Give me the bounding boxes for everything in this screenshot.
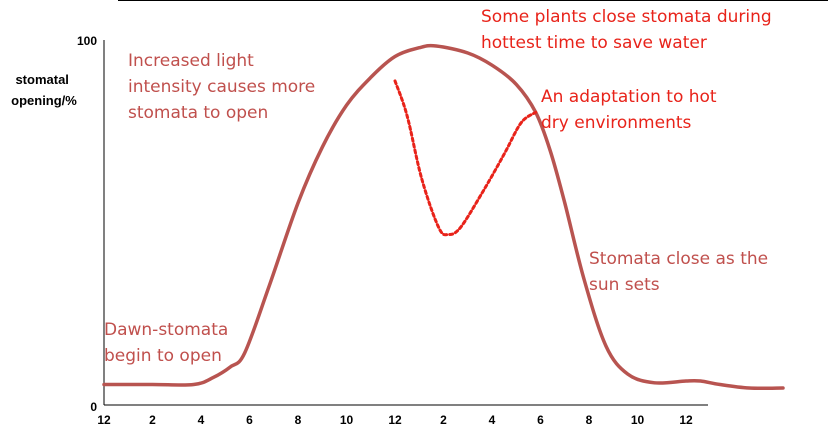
x-tick-label: 10 — [340, 413, 354, 427]
annotation-sunset-line-2: sun sets — [589, 275, 660, 295]
y-axis-title-line-1: stomatal — [15, 72, 68, 87]
annotation-dawn: Dawn-stomata begin to open — [104, 320, 234, 366]
annotation-hottest-time: Some plants close stomata during hottest… — [481, 7, 777, 53]
x-tick-label: 2 — [149, 413, 156, 427]
x-tick-label: 2 — [440, 413, 447, 427]
y-axis-title: stomatal opening/% — [11, 72, 77, 108]
x-tick-label: 12 — [679, 413, 693, 427]
annotation-adaptation-line-2: dry environments — [541, 113, 692, 133]
annotation-sunset: Stomata close as the sun sets — [589, 249, 774, 295]
x-tick-label: 4 — [198, 413, 205, 427]
x-tick-label: 6 — [537, 413, 544, 427]
series-line-stomatal-opening — [102, 43, 785, 391]
series-layer — [102, 43, 785, 391]
series-line-dotted-midday-closure — [393, 79, 538, 237]
annotation-sunset-line-1: Stomata close as the — [589, 249, 768, 269]
annotation-dawn-line-1: Dawn-stomata — [104, 320, 228, 340]
x-tick-label: 8 — [586, 413, 593, 427]
annotation-light-intensity-line-2: intensity causes more — [128, 77, 315, 97]
y-axis-title-line-2: opening/% — [11, 93, 77, 108]
x-tick-label: 4 — [489, 413, 496, 427]
y-tick-label-0: 0 — [90, 400, 97, 414]
x-tick-label: 6 — [246, 413, 253, 427]
annotation-light-intensity: Increased light intensity causes more st… — [128, 51, 321, 123]
x-tick-label: 8 — [295, 413, 302, 427]
annotation-adaptation-line-1: An adaptation to hot — [541, 87, 717, 107]
annotation-light-intensity-line-1: Increased light — [128, 51, 254, 71]
x-tick-label: 12 — [388, 413, 402, 427]
y-tick-label-100: 100 — [77, 34, 97, 48]
annotation-adaptation: An adaptation to hot dry environments — [541, 87, 722, 133]
annotation-hottest-time-line-1: Some plants close stomata during — [481, 7, 772, 27]
x-tick-label: 12 — [97, 413, 111, 427]
annotation-hottest-time-line-2: hottest time to save water — [481, 33, 707, 53]
annotation-dawn-line-2: begin to open — [104, 346, 222, 366]
x-axis-ticks: 12 2 4 6 8 10 12 2 4 6 8 10 12 — [97, 413, 693, 427]
annotation-light-intensity-line-3: stomata to open — [128, 103, 268, 123]
x-tick-label: 10 — [631, 413, 645, 427]
